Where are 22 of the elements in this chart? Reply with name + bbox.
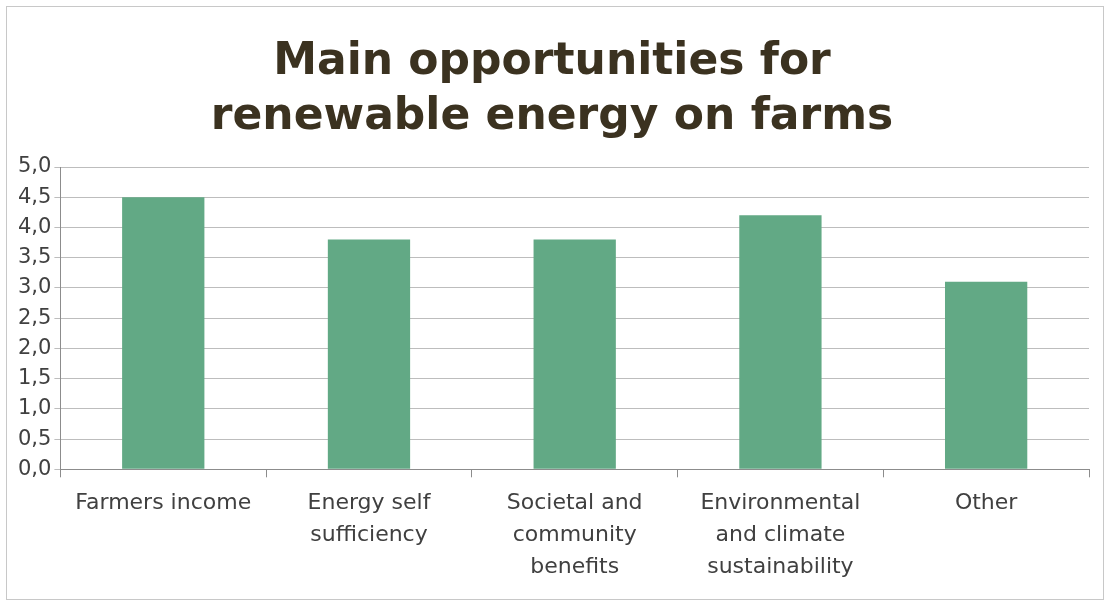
- chart-title: Main opportunities for renewable energy on farms: [210, 32, 894, 139]
- y-tick-label: 5,0: [17, 153, 52, 178]
- y-tick-label: 2,0: [17, 334, 52, 359]
- y-tick-label: 3,5: [17, 244, 52, 269]
- bar: [122, 197, 205, 469]
- bar: [533, 239, 616, 469]
- x-tick-label: Farmers income: [75, 488, 252, 514]
- y-tick-label: 4,5: [17, 183, 52, 208]
- x-tick-label: Energy self sufficiency: [307, 488, 432, 546]
- y-tick-label: 1,0: [17, 395, 52, 420]
- y-tick-label: 1,5: [17, 365, 52, 390]
- y-tick-label: 0,0: [17, 455, 52, 480]
- x-tick-label: Other: [954, 488, 1019, 514]
- bar: [945, 281, 1028, 469]
- y-tick-label: 4,0: [17, 213, 52, 238]
- y-tick-label: 2,5: [17, 304, 52, 329]
- bar: [739, 215, 822, 469]
- y-tick-label: 3,0: [17, 274, 52, 299]
- bar: [327, 239, 411, 469]
- y-tick-label: 0,5: [17, 425, 52, 450]
- x-tick-label: Environmental and climate sustainability: [700, 488, 861, 578]
- x-tick-label: Societal and community benefits: [506, 488, 643, 578]
